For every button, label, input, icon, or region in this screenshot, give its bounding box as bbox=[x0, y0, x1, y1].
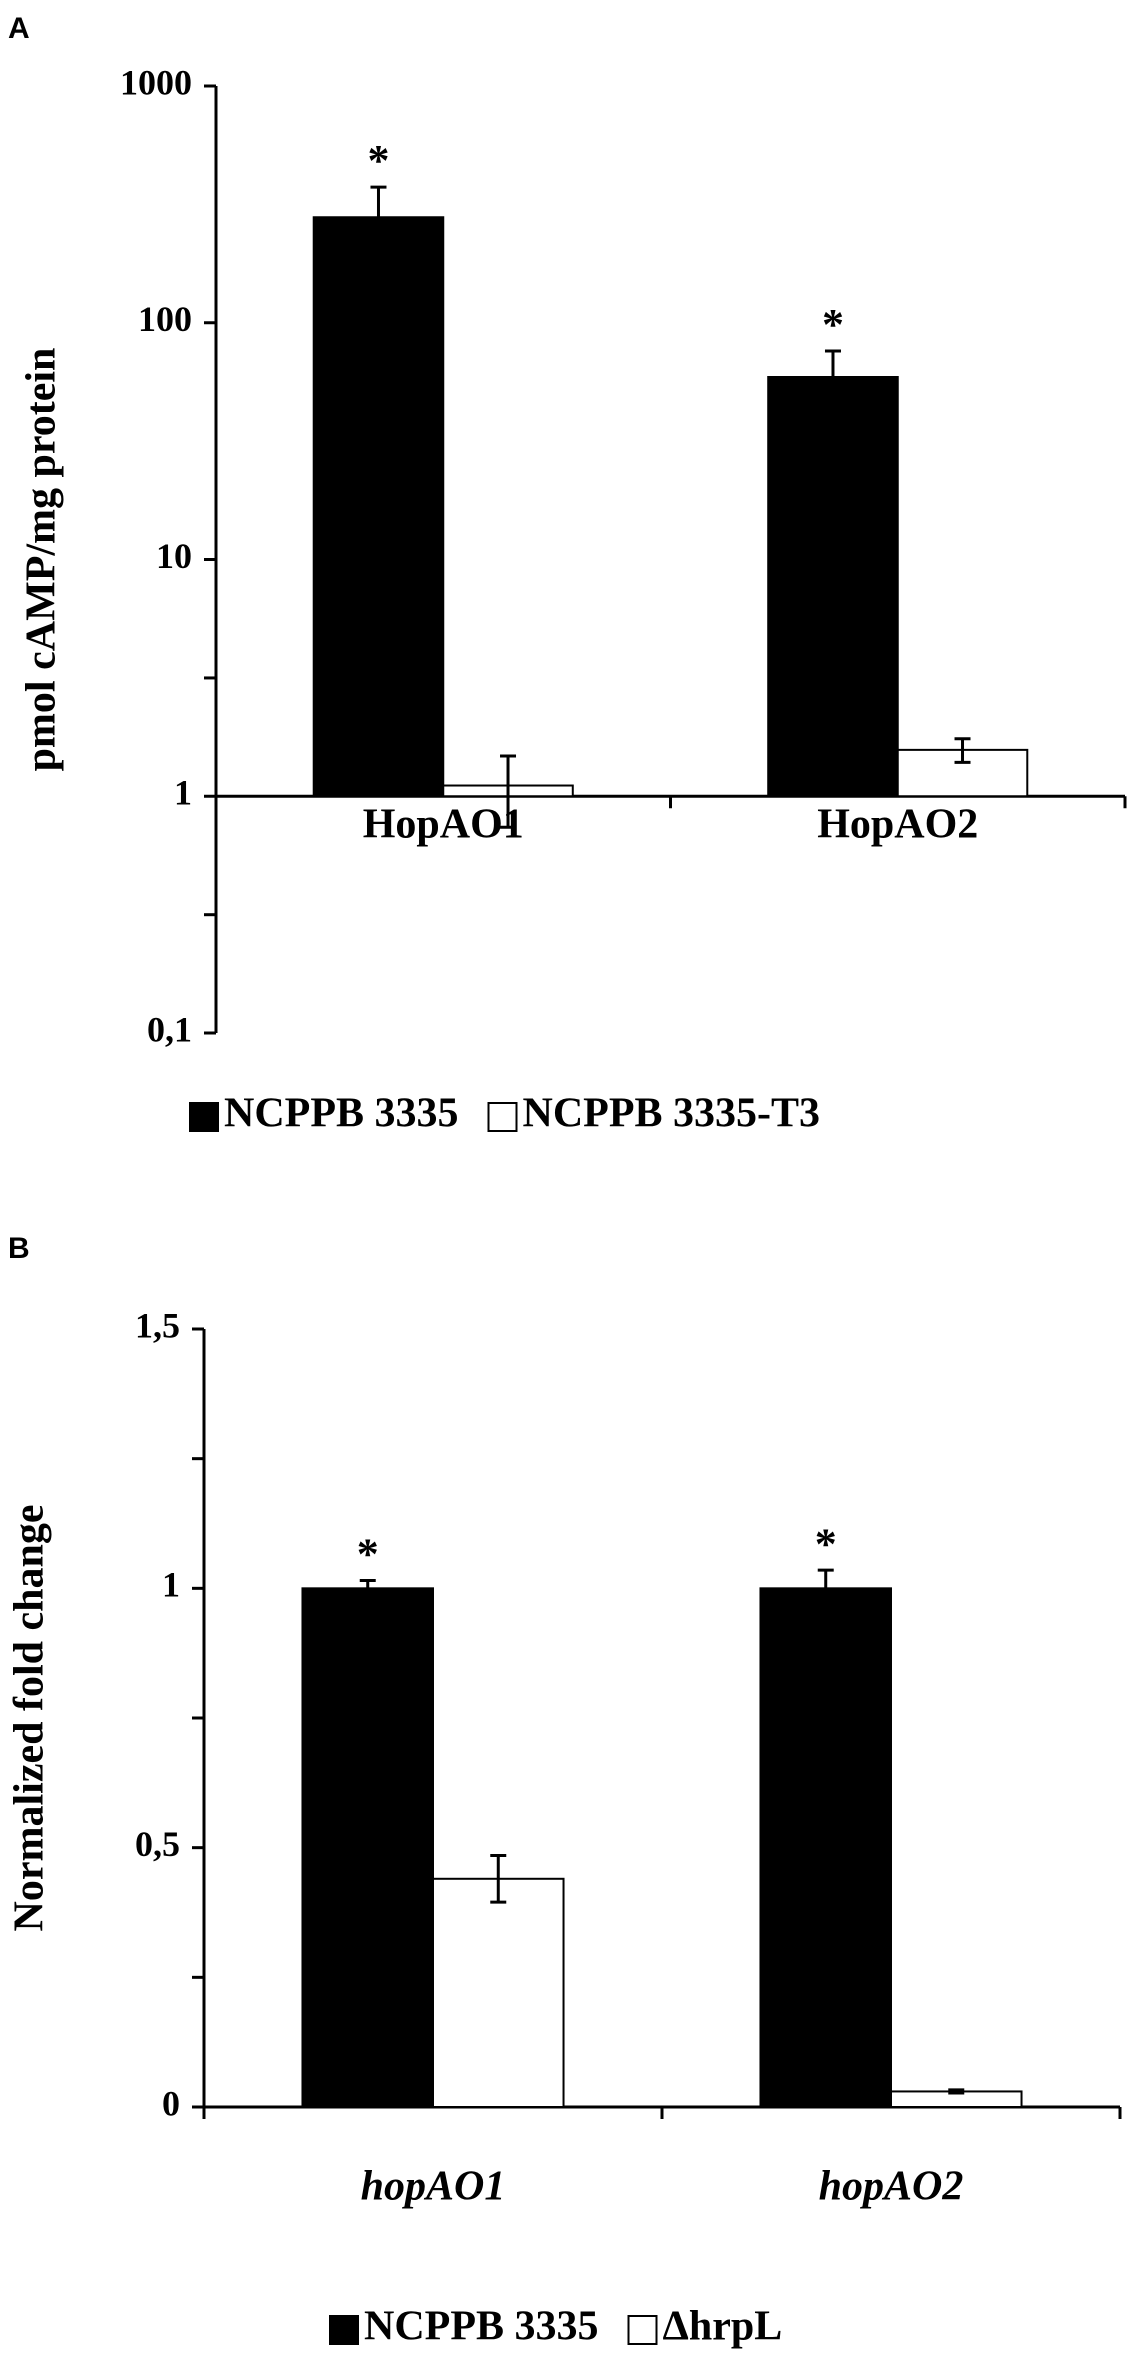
legend-swatch bbox=[329, 2315, 359, 2345]
y-tick-label: 1 bbox=[174, 773, 192, 813]
panel-label: A bbox=[8, 12, 30, 45]
y-tick-label: 100 bbox=[138, 299, 192, 339]
bar bbox=[896, 748, 1029, 798]
x-tick-label: HopAO2 bbox=[817, 802, 978, 848]
x-tick-label: HopAO1 bbox=[363, 802, 524, 848]
panel-label: B bbox=[8, 1232, 30, 1265]
bar bbox=[312, 216, 445, 798]
y-tick-label: 1 bbox=[162, 1565, 180, 1605]
y-tick-label: 0 bbox=[162, 2083, 180, 2123]
bar bbox=[759, 1587, 892, 2109]
y-tick-label: 0,1 bbox=[147, 1009, 192, 1049]
y-axis-title: Normalized fold change bbox=[7, 1505, 53, 1932]
significance-marker: * bbox=[822, 300, 844, 349]
x-tick-label: hopAO1 bbox=[361, 2164, 506, 2210]
legend-label: NCPPB 3335 bbox=[224, 1091, 459, 1137]
y-tick-label: 1,5 bbox=[135, 1305, 180, 1345]
y-tick-label: 1000 bbox=[120, 62, 192, 102]
bar bbox=[301, 1587, 434, 2109]
significance-marker: * bbox=[367, 136, 389, 185]
legend-label: ΔhrpL bbox=[663, 2304, 783, 2350]
legend-swatch bbox=[189, 1102, 219, 1132]
bar bbox=[767, 376, 899, 798]
legend-label: NCPPB 3335-T3 bbox=[523, 1091, 821, 1137]
legend-swatch bbox=[487, 1102, 518, 1132]
y-tick-label: 10 bbox=[156, 536, 192, 576]
x-tick-label: hopAO2 bbox=[819, 2164, 964, 2210]
significance-marker: * bbox=[815, 1519, 837, 1568]
legend-swatch bbox=[627, 2315, 658, 2345]
legend-label: NCPPB 3335 bbox=[364, 2304, 599, 2350]
y-axis-title: pmol cAMP/mg protein bbox=[19, 348, 65, 772]
significance-marker: * bbox=[357, 1530, 379, 1579]
y-tick-label: 0,5 bbox=[135, 1824, 180, 1864]
bar bbox=[432, 1877, 565, 2108]
